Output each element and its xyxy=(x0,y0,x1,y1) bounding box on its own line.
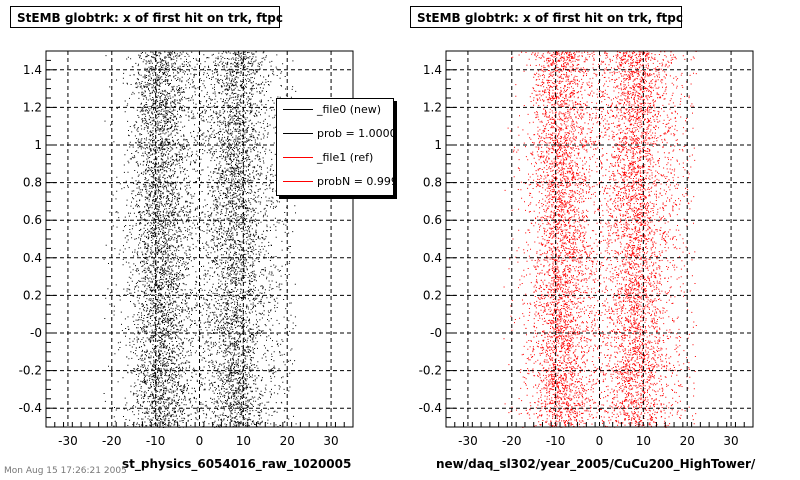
left-scatter-plot: -30 -20 -10 0 10 20 30 -0.4 -0.2 -0 0.2 0.4 0.6 0.8 1 1… xyxy=(19,50,354,448)
y-tick-label: 0.6 xyxy=(423,213,442,227)
x-tick-label: -20 xyxy=(502,434,522,448)
chart-legend: _file0 (new) prob = 1.000000 _file1 (ref… xyxy=(276,98,394,196)
right-x-axis-label: new/daq_sl302/year_2005/CuCu200_HighTowe… xyxy=(436,457,756,471)
legend-entry: _file0 (new) xyxy=(277,99,393,121)
legend-entry-label: _file1 (ref) xyxy=(317,151,374,164)
x-tick-label: 10 xyxy=(636,434,651,448)
legend-entry: prob = 1.000000 xyxy=(277,123,393,145)
legend-line-swatch xyxy=(283,181,313,182)
y-tick-label: 0.4 xyxy=(423,251,442,265)
left-chart-title: StEMB globtrk: x of first hit on trk, ft… xyxy=(10,6,283,28)
y-tick-label: -0.4 xyxy=(19,401,42,415)
y-tick-label: -0 xyxy=(30,326,42,340)
plot-area xyxy=(446,51,753,427)
x-tick-label: 10 xyxy=(236,434,251,448)
left-chart-panel: -30 -20 -10 0 10 20 30 -0.4 -0.2 -0 0.2 0.4 0.6 0.8 1 1… xyxy=(10,6,394,471)
legend-entry-label: probN = 0.999999 xyxy=(317,175,393,188)
legend-entry-label: prob = 1.000000 xyxy=(317,127,393,140)
x-tick-label: 20 xyxy=(680,434,695,448)
y-tick-label: 1.4 xyxy=(423,63,442,77)
x-tick-label: 0 xyxy=(596,434,604,448)
y-axis: -0.4 -0.2 -0 0.2 0.4 0.6 0.8 1 1.2 1.4 xyxy=(19,50,56,428)
x-tick-label: -30 xyxy=(458,434,478,448)
legend-line-swatch xyxy=(283,157,313,158)
y-tick-label: 1.2 xyxy=(23,100,42,114)
right-scatter-plot: -30 -20 -10 0 10 20 30 -0.4 -0.2 -0 0.2 0.4 0.6 0.8 1 1… xyxy=(419,50,754,448)
y-tick-label: -0.2 xyxy=(19,364,42,378)
x-tick-label: -20 xyxy=(102,434,122,448)
legend-entry: _file1 (ref) xyxy=(277,147,393,169)
y-tick-label: 1.2 xyxy=(423,100,442,114)
x-tick-label: 30 xyxy=(723,434,738,448)
x-tick-label: -30 xyxy=(58,434,78,448)
y-axis: -0.4 -0.2 -0 0.2 0.4 0.6 0.8 1 1.2 1.4 xyxy=(419,50,456,428)
y-tick-label: 1.4 xyxy=(23,63,42,77)
x-axis: -30 -20 -10 0 10 20 30 xyxy=(45,422,354,448)
legend-entry-label: _file0 (new) xyxy=(317,103,382,116)
x-tick-label: -10 xyxy=(146,434,166,448)
left-x-axis-label: st_physics_6054016_raw_1020005 xyxy=(122,457,352,471)
y-tick-label: 1 xyxy=(34,138,42,152)
y-tick-label: 0.6 xyxy=(23,213,42,227)
y-tick-label: -0.2 xyxy=(419,364,442,378)
right-chart-panel: -30 -20 -10 0 10 20 30 -0.4 -0.2 -0 0.2 0.4 0.6 0.8 1 1… xyxy=(400,0,800,480)
y-tick-label: 0.4 xyxy=(23,251,42,265)
y-tick-label: 1 xyxy=(434,138,442,152)
y-tick-label: 0.8 xyxy=(423,176,442,190)
y-tick-label: 0.8 xyxy=(23,176,42,190)
y-tick-label: -0.4 xyxy=(419,401,442,415)
y-tick-label: -0 xyxy=(430,326,442,340)
x-tick-label: 20 xyxy=(280,434,295,448)
y-tick-label: 0.2 xyxy=(23,288,42,302)
legend-line-swatch xyxy=(283,109,313,110)
timestamp-footer: Mon Aug 15 17:26:21 2005 xyxy=(4,466,127,476)
grid-lines xyxy=(446,51,753,427)
x-axis: -30 -20 -10 0 10 20 30 xyxy=(445,422,754,448)
x-tick-label: 30 xyxy=(323,434,338,448)
legend-line-swatch xyxy=(283,133,313,134)
legend-entry: probN = 0.999999 xyxy=(277,171,393,193)
y-tick-label: 0.2 xyxy=(423,288,442,302)
x-tick-label: -10 xyxy=(546,434,566,448)
right-chart-title: StEMB globtrk: x of first hit on trk, ft… xyxy=(410,6,683,28)
x-tick-label: 0 xyxy=(196,434,204,448)
